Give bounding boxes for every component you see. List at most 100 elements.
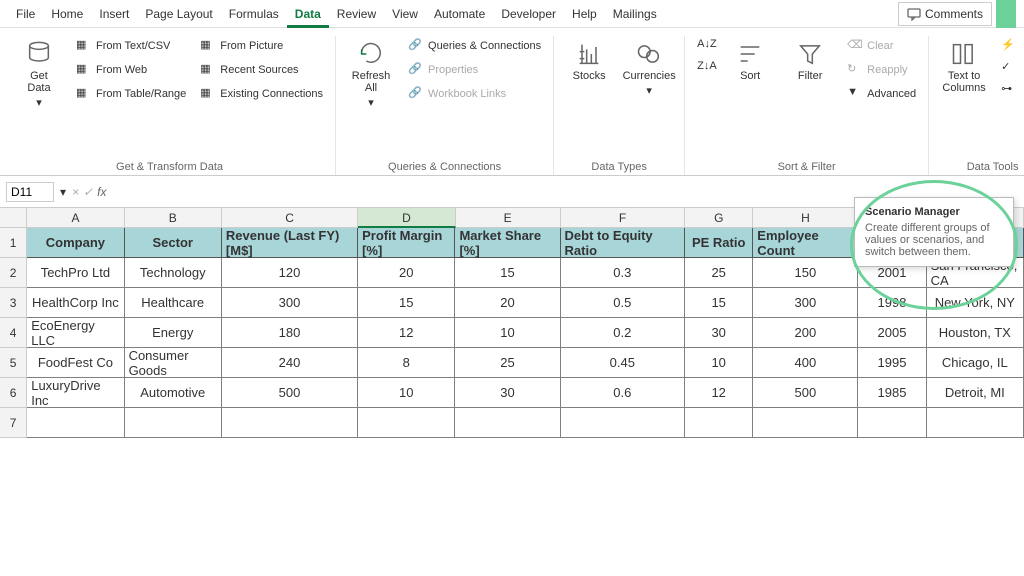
menu-mailings[interactable]: Mailings: [605, 3, 665, 25]
refresh-all-button[interactable]: Refresh All ▾: [344, 36, 398, 113]
sort-az-button[interactable]: A↓Z: [693, 36, 717, 56]
col-header-H[interactable]: H: [753, 208, 858, 228]
header-cell[interactable]: Sector: [125, 228, 222, 258]
data-cell[interactable]: [858, 408, 926, 438]
data-cell[interactable]: 300: [753, 288, 858, 318]
enter-icon[interactable]: ✓: [83, 185, 93, 199]
data-cell[interactable]: Detroit, MI: [927, 378, 1024, 408]
data-cell[interactable]: 150: [753, 258, 858, 288]
header-cell[interactable]: Profit Margin [%]: [358, 228, 455, 258]
menu-file[interactable]: File: [8, 3, 43, 25]
data-cell[interactable]: 30: [685, 318, 753, 348]
gt-recent-sources[interactable]: ▦Recent Sources: [196, 60, 327, 80]
col-header-E[interactable]: E: [456, 208, 561, 228]
filter-button[interactable]: Filter: [783, 36, 837, 86]
gt-from-text-csv[interactable]: ▦From Text/CSV: [72, 36, 190, 56]
data-cell[interactable]: 1998: [858, 288, 926, 318]
share-button[interactable]: [996, 0, 1016, 28]
data-cell[interactable]: 0.5: [561, 288, 686, 318]
data-cell[interactable]: [455, 408, 560, 438]
data-cell[interactable]: [927, 408, 1024, 438]
text-to-columns-button[interactable]: Text to Columns: [937, 36, 991, 98]
data-cell[interactable]: 200: [753, 318, 858, 348]
gt-from-web[interactable]: ▦From Web: [72, 60, 190, 80]
data-cell[interactable]: [125, 408, 222, 438]
currencies-button[interactable]: Currencies ▾: [622, 36, 676, 101]
data-cell[interactable]: 0.3: [561, 258, 686, 288]
data-cell[interactable]: 500: [222, 378, 358, 408]
data-cell[interactable]: [561, 408, 686, 438]
header-cell[interactable]: Revenue (Last FY) [M$]: [222, 228, 358, 258]
data-cell[interactable]: 120: [222, 258, 358, 288]
data-cell[interactable]: Technology: [125, 258, 222, 288]
name-box[interactable]: [6, 182, 54, 202]
col-header-D[interactable]: D: [358, 208, 455, 228]
data-cell[interactable]: [685, 408, 753, 438]
data-cell[interactable]: [222, 408, 358, 438]
data-cell[interactable]: 1995: [858, 348, 926, 378]
data-cell[interactable]: LuxuryDrive Inc: [27, 378, 124, 408]
col-header-G[interactable]: G: [685, 208, 753, 228]
advanced-filter-button[interactable]: ▼Advanced: [843, 84, 920, 104]
data-cell[interactable]: Energy: [125, 318, 222, 348]
data-cell[interactable]: 0.2: [561, 318, 686, 348]
data-cell[interactable]: 1985: [858, 378, 926, 408]
data-cell[interactable]: 12: [685, 378, 753, 408]
data-cell[interactable]: 400: [753, 348, 858, 378]
data-cell[interactable]: 25: [685, 258, 753, 288]
data-cell[interactable]: EcoEnergy LLC: [27, 318, 124, 348]
data-cell[interactable]: 8: [358, 348, 455, 378]
row-header-3[interactable]: 3: [0, 288, 27, 318]
clear-filter-button[interactable]: ⌫Clear: [843, 36, 920, 56]
relationships-button[interactable]: ⊶: [997, 80, 1021, 100]
data-cell[interactable]: TechPro Ltd: [27, 258, 124, 288]
header-cell[interactable]: Market Share [%]: [455, 228, 560, 258]
data-cell[interactable]: Healthcare: [125, 288, 222, 318]
data-cell[interactable]: 20: [455, 288, 560, 318]
fx-icon[interactable]: fx: [97, 185, 106, 199]
data-cell[interactable]: [753, 408, 858, 438]
data-cell[interactable]: Chicago, IL: [927, 348, 1024, 378]
data-cell[interactable]: 0.45: [561, 348, 686, 378]
menu-page-layout[interactable]: Page Layout: [137, 3, 220, 25]
menu-data[interactable]: Data: [287, 3, 329, 28]
header-cell[interactable]: PE Ratio: [685, 228, 753, 258]
stocks-button[interactable]: Stocks: [562, 36, 616, 86]
sort-button[interactable]: Sort: [723, 36, 777, 86]
select-all-corner[interactable]: [0, 208, 27, 228]
data-cell[interactable]: 15: [358, 288, 455, 318]
header-cell[interactable]: Debt to Equity Ratio: [561, 228, 686, 258]
q-properties[interactable]: 🔗Properties: [404, 60, 545, 80]
col-header-B[interactable]: B: [125, 208, 222, 228]
row-header-5[interactable]: 5: [0, 348, 27, 378]
row-header-4[interactable]: 4: [0, 318, 27, 348]
name-box-dropdown[interactable]: ▾: [60, 185, 66, 199]
menu-developer[interactable]: Developer: [493, 3, 564, 25]
data-cell[interactable]: Automotive: [125, 378, 222, 408]
data-cell[interactable]: Consumer Goods: [125, 348, 222, 378]
data-cell[interactable]: 10: [685, 348, 753, 378]
data-cell[interactable]: 25: [455, 348, 560, 378]
data-cell[interactable]: 20: [358, 258, 455, 288]
data-cell[interactable]: HealthCorp Inc: [27, 288, 124, 318]
data-cell[interactable]: 500: [753, 378, 858, 408]
header-cell[interactable]: Company: [27, 228, 124, 258]
data-cell[interactable]: New York, NY: [927, 288, 1024, 318]
comments-button[interactable]: Comments: [898, 2, 992, 26]
data-cell[interactable]: 15: [685, 288, 753, 318]
data-cell[interactable]: 180: [222, 318, 358, 348]
row-header-1[interactable]: 1: [0, 228, 27, 258]
menu-insert[interactable]: Insert: [91, 3, 137, 25]
data-cell[interactable]: 15: [455, 258, 560, 288]
data-cell[interactable]: 0.6: [561, 378, 686, 408]
cancel-icon[interactable]: ×: [72, 185, 79, 199]
q-queries-connections[interactable]: 🔗Queries & Connections: [404, 36, 545, 56]
row-header-6[interactable]: 6: [0, 378, 27, 408]
col-header-F[interactable]: F: [561, 208, 686, 228]
q-workbook-links[interactable]: 🔗Workbook Links: [404, 84, 545, 104]
menu-automate[interactable]: Automate: [426, 3, 493, 25]
col-header-C[interactable]: C: [222, 208, 358, 228]
data-cell[interactable]: 10: [455, 318, 560, 348]
menu-formulas[interactable]: Formulas: [221, 3, 287, 25]
col-header-A[interactable]: A: [27, 208, 124, 228]
